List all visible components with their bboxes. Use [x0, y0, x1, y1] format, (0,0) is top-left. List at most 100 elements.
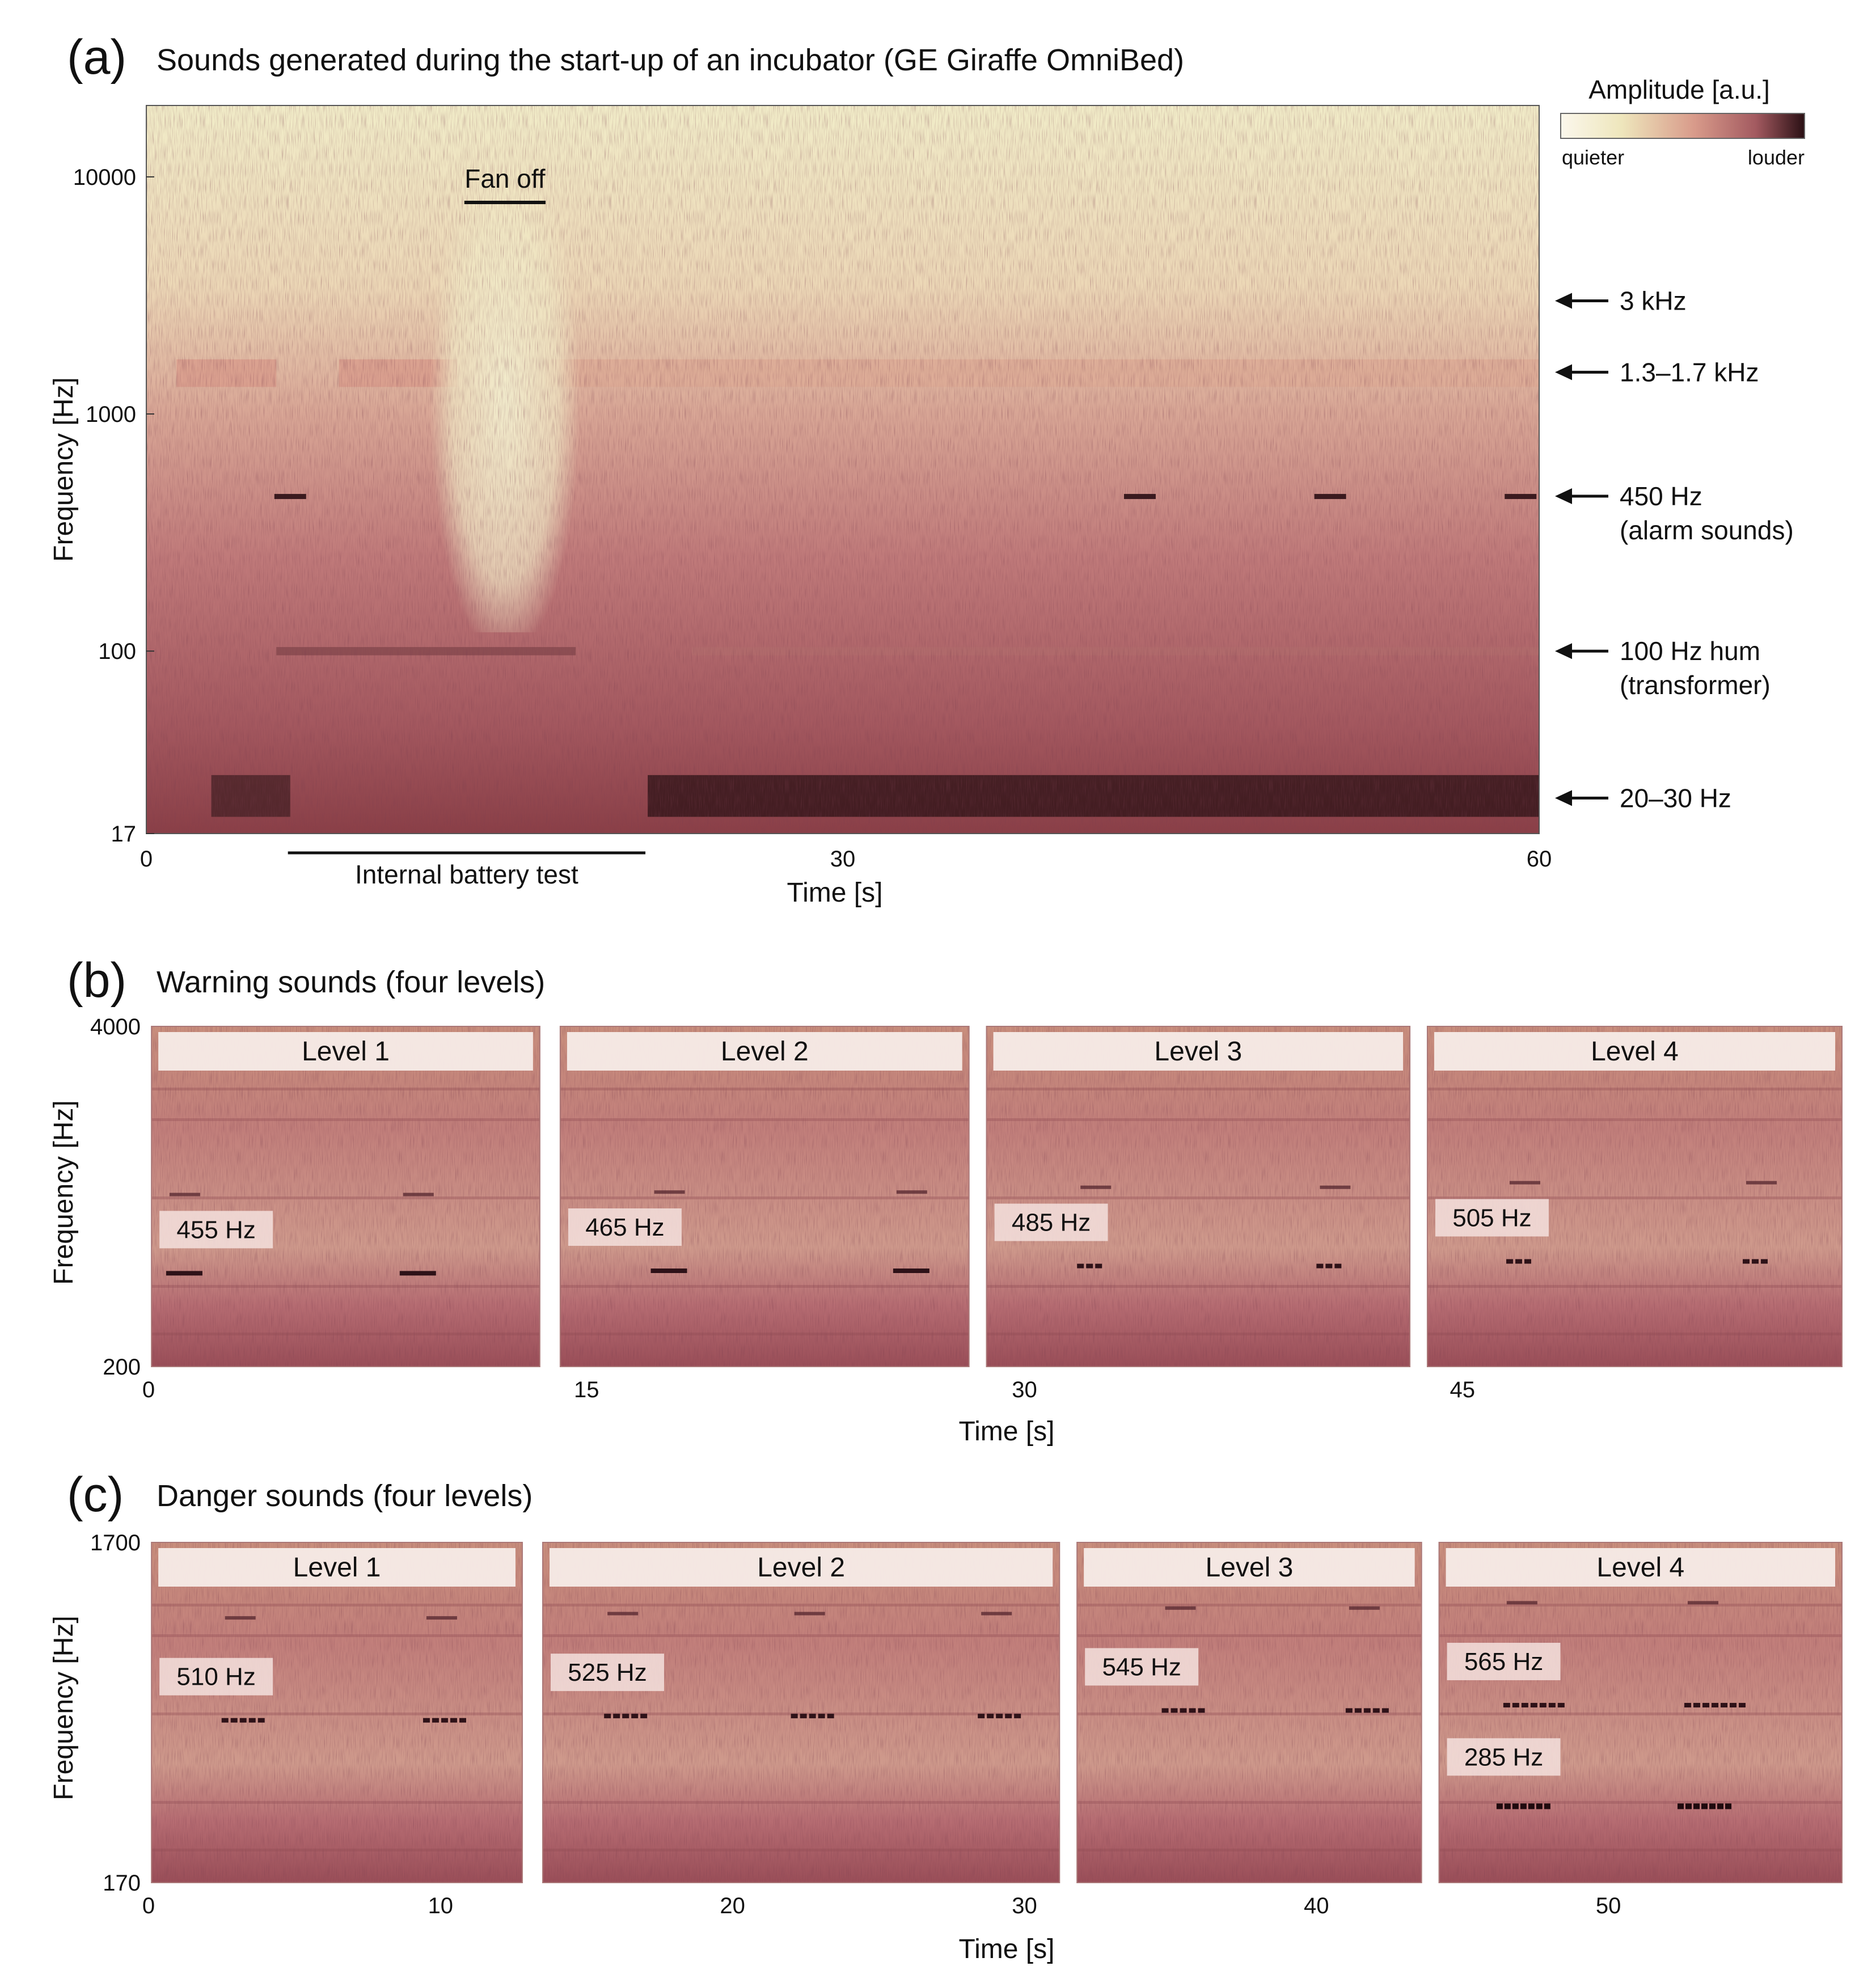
tone-label-box — [1435, 1199, 1549, 1237]
arrow-sublabel: (alarm sounds) — [1620, 515, 1794, 545]
alarm-pulse-low — [1685, 1803, 1692, 1809]
panel-b-y-ticks: 200 4000 — [90, 1014, 141, 1380]
alarm-pulse — [1334, 1263, 1342, 1269]
level-header-box — [158, 1548, 516, 1587]
alarm-pulse — [1503, 1703, 1510, 1708]
background-harmonic-line — [151, 1118, 540, 1121]
tone-label-box — [1447, 1643, 1561, 1681]
alarm-pulse — [800, 1714, 807, 1719]
arrow-head-icon — [1555, 364, 1572, 380]
alarm-pulse — [1530, 1703, 1537, 1708]
tone-label-box — [1447, 1738, 1561, 1776]
arrow-label: 3 kHz — [1620, 286, 1687, 316]
alarm-pulse — [1198, 1708, 1205, 1713]
alarm-pulse-low — [1496, 1803, 1503, 1809]
alarm-pulse — [622, 1714, 629, 1719]
level-label: Level 4 — [1596, 1553, 1684, 1583]
panel-c-y-ticks: 170 1700 — [90, 1530, 141, 1896]
level-frame — [1076, 1542, 1422, 1883]
level-noise-texture — [151, 1542, 522, 1883]
frequency-arrow: 450 Hz (alarm sounds) — [1555, 481, 1794, 545]
background-harmonic-line — [1439, 1604, 1842, 1606]
background-harmonic-line — [560, 1088, 969, 1090]
level-header-box — [993, 1032, 1404, 1071]
harmonic-pulse — [794, 1612, 825, 1616]
level-label: Level 2 — [757, 1553, 845, 1583]
level-subpanel: Level 1 510 Hz — [151, 1542, 523, 1883]
level-frame — [559, 1026, 970, 1367]
alarm-pulse — [827, 1714, 834, 1719]
alarm-pulse — [631, 1714, 639, 1719]
panel-a-frame — [146, 105, 1540, 834]
y-tick-label: 10000 — [73, 165, 136, 190]
x-tick-label: 0 — [142, 1893, 155, 1918]
level-subpanel: Level 2 525 Hz — [542, 1542, 1060, 1883]
background-harmonic-line — [1439, 1849, 1842, 1851]
y-tick-label: 170 — [103, 1871, 141, 1896]
alarm-pulse — [1712, 1703, 1719, 1708]
alarm-pulse — [1345, 1708, 1353, 1713]
harmonic-pulse — [225, 1616, 256, 1620]
alarm-pulse — [1515, 1259, 1522, 1264]
alarm-pulse — [1363, 1708, 1371, 1713]
tone-frequency-label-2: 285 Hz — [1464, 1743, 1543, 1771]
tone-label-box — [159, 1211, 273, 1249]
background-harmonic-line — [986, 1196, 1410, 1199]
background-harmonic-line — [1077, 1713, 1422, 1715]
level-subpanel: Level 4 505 Hz — [1426, 1026, 1843, 1367]
panel-b-x-axis-label: Time [s] — [959, 1417, 1055, 1447]
alarm-tone-mark — [1123, 494, 1156, 500]
tone-frequency-label: 465 Hz — [585, 1214, 664, 1241]
alarm-pulse — [1381, 1708, 1389, 1713]
level-label: Level 1 — [293, 1553, 381, 1583]
alarm-pulse — [1180, 1708, 1187, 1713]
harmonic-pulse — [1080, 1185, 1112, 1189]
background-harmonic-line — [543, 1634, 1060, 1637]
panel-a-x-axis-label: Time [s] — [787, 878, 883, 908]
alarm-pulse — [441, 1718, 448, 1723]
alarm-pulse — [1512, 1703, 1519, 1708]
level-noise-texture — [151, 1026, 540, 1367]
background-harmonic-line — [543, 1849, 1060, 1851]
level-frame — [151, 1026, 540, 1367]
level-label: Level 4 — [1591, 1037, 1679, 1067]
background-harmonic-line — [151, 1285, 540, 1288]
arrow-label: 450 Hz — [1620, 481, 1702, 511]
alarm-pulse — [1005, 1714, 1012, 1719]
panel-a-noise-texture — [146, 105, 1539, 834]
arrow-sublabel: (transformer) — [1620, 670, 1771, 700]
alarm-pulse — [1721, 1703, 1728, 1708]
background-harmonic-line — [986, 1285, 1410, 1288]
background-harmonic-line — [1439, 1634, 1842, 1637]
y-tick-label: 1000 — [86, 402, 136, 427]
alarm-pulse-low — [1528, 1803, 1535, 1809]
alarm-pulse — [1354, 1708, 1362, 1713]
alarm-pulse — [1524, 1259, 1531, 1264]
background-harmonic-line — [1077, 1634, 1422, 1637]
harmonic-pulse — [981, 1612, 1012, 1616]
background-harmonic-line — [543, 1801, 1060, 1804]
battery-test-label: Internal battery test — [355, 860, 578, 889]
alarm-pulse — [1161, 1708, 1169, 1713]
background-harmonic-line — [560, 1333, 969, 1335]
alarm-pulse — [791, 1714, 798, 1719]
harmonic-pulse — [1746, 1181, 1777, 1185]
level-noise-texture — [1439, 1542, 1842, 1883]
y-tick-label: 200 — [103, 1355, 141, 1380]
background-harmonic-line — [986, 1118, 1410, 1121]
colorbar-high-label: louder — [1748, 146, 1805, 169]
harmonic-pulse — [1509, 1181, 1540, 1185]
tone-frequency-label: 525 Hz — [568, 1659, 647, 1686]
arrow-head-icon — [1555, 790, 1572, 806]
tone-frequency-label: 485 Hz — [1012, 1209, 1091, 1237]
level-subpanel: Level 1 455 Hz — [151, 1026, 540, 1367]
panel-a-spectrogram — [146, 105, 1540, 834]
background-harmonic-line — [151, 1801, 522, 1804]
level-header-box — [550, 1548, 1053, 1587]
level-label: Level 1 — [302, 1037, 390, 1067]
panel-c-label: (c) — [67, 1468, 124, 1522]
panel-a-annotations: Fan off Internal battery test — [288, 164, 646, 889]
panel-b-x-ticks: 0 15 30 45 — [142, 1377, 1475, 1402]
tone-label-box — [568, 1208, 682, 1246]
panel-c-title: Danger sounds (four levels) — [157, 1479, 533, 1513]
